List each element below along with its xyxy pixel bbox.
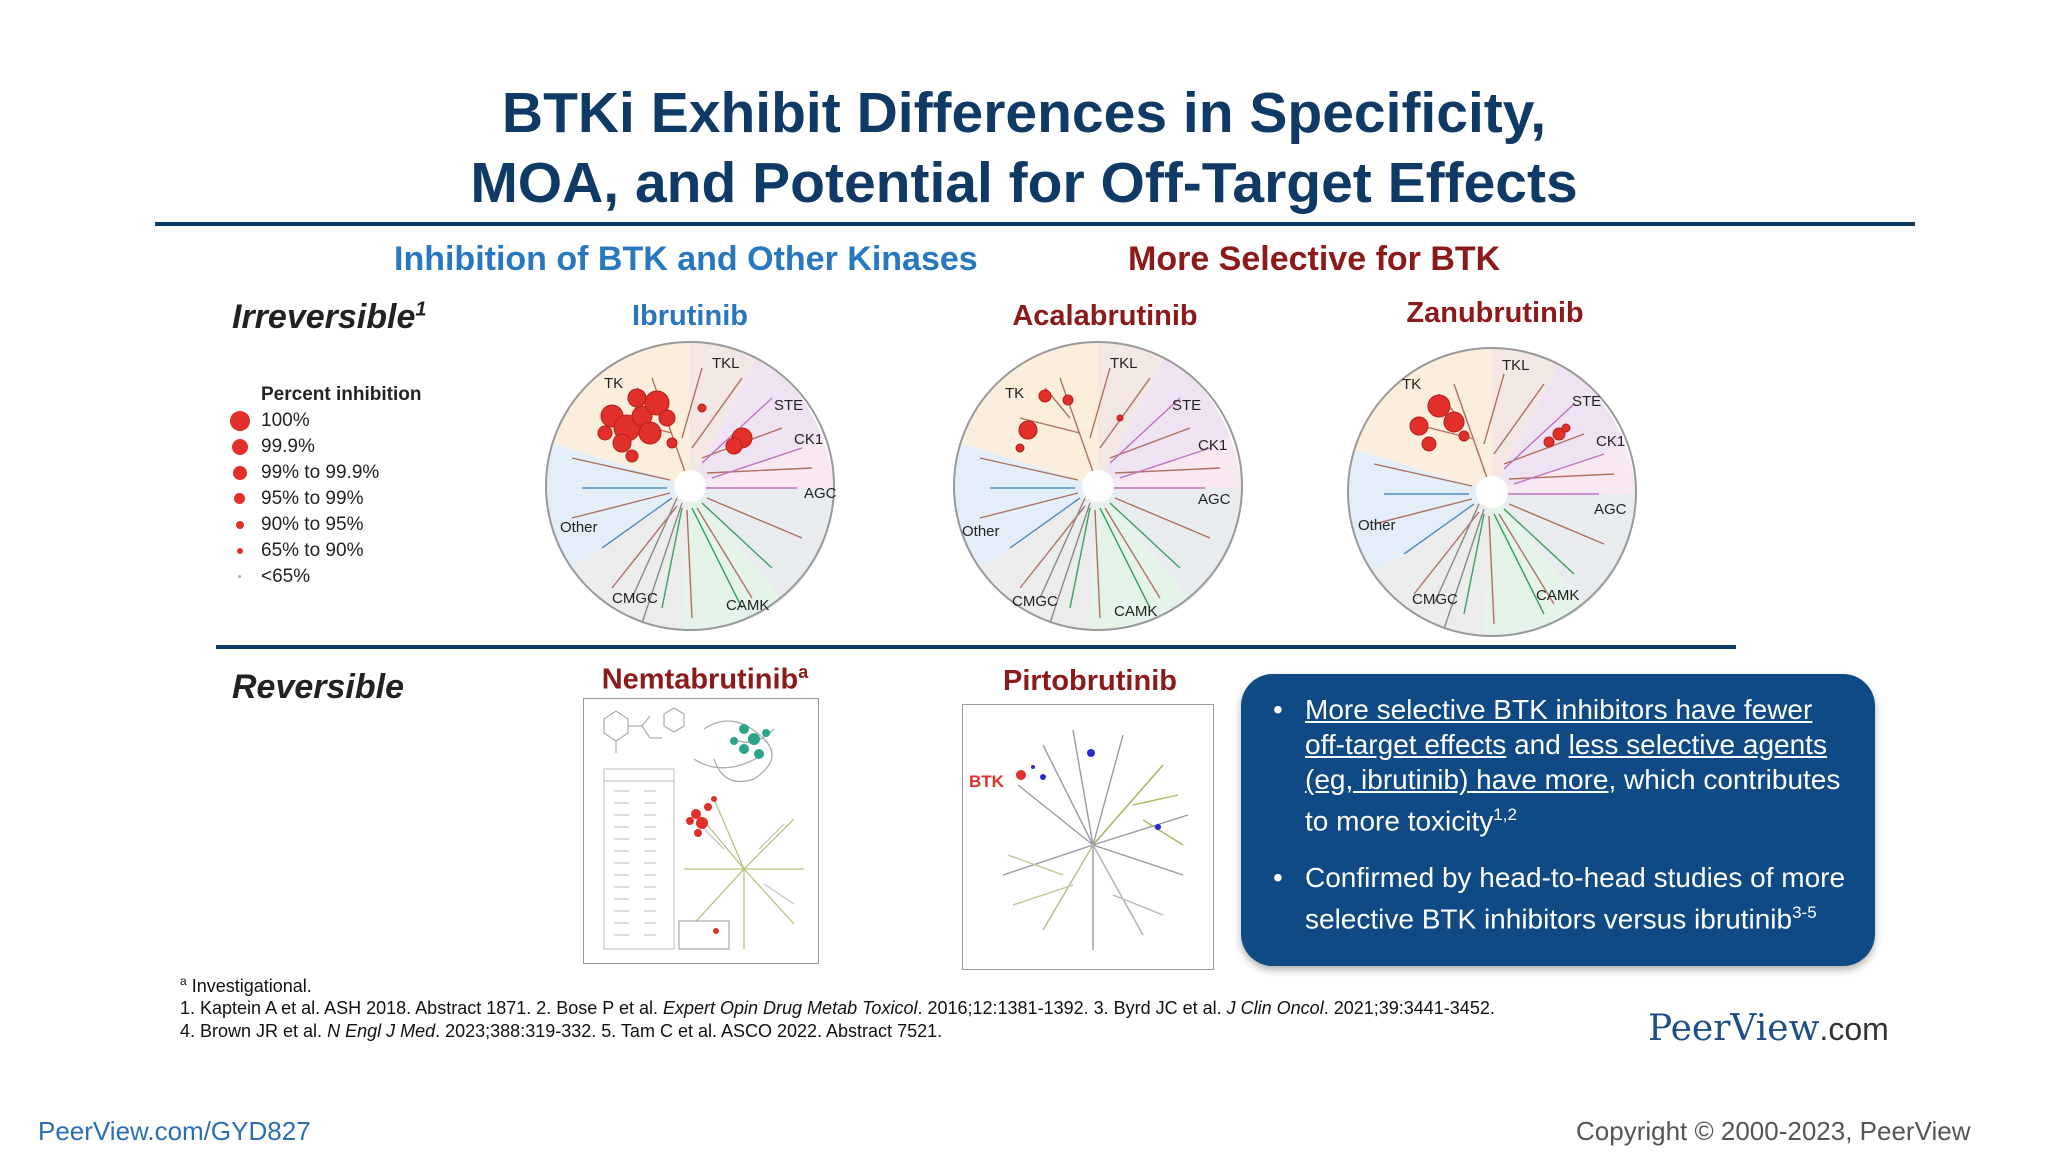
- subheading-inhibition: Inhibition of BTK and Other Kinases: [394, 240, 978, 278]
- row-label-irreversible-text: Irreversible: [232, 298, 416, 336]
- key-point-1-sup: 1,2: [1493, 805, 1517, 824]
- svg-text:CAMK: CAMK: [1536, 587, 1579, 604]
- svg-text:STE: STE: [774, 397, 803, 414]
- footnote-a-marker: a: [180, 974, 187, 988]
- kinome-label-tk: TK: [604, 375, 623, 392]
- drug-title-ibrutinib: Ibrutinib: [632, 300, 748, 332]
- svg-text:Other: Other: [560, 519, 598, 536]
- key-points-callout: More selective BTK inhibitors have fewer…: [1241, 674, 1875, 966]
- row-divider: [216, 645, 1736, 649]
- slide-title-line1: BTKi Exhibit Differences in Specificity,: [501, 81, 1547, 145]
- svg-text:AGC: AGC: [804, 485, 837, 502]
- kinome-tree-zanubrutinib: TK TKL STE CK1 AGC Other CMGC CAMK: [1347, 347, 1637, 637]
- footer-copyright: Copyright © 2000-2023, PeerView: [1576, 1116, 1971, 1146]
- svg-text:STE: STE: [1172, 397, 1201, 414]
- svg-text:CAMK: CAMK: [726, 597, 769, 614]
- nemtabrutinib-figure: [583, 698, 819, 964]
- slide-title: BTKi Exhibit Differences in Specificity,…: [0, 78, 2048, 218]
- key-point-1-underline-b: less selective agents (eg, ibrutinib) ha…: [1305, 729, 1827, 795]
- svg-text:TKL: TKL: [1110, 355, 1138, 372]
- svg-text:STE: STE: [1572, 393, 1601, 410]
- footnote-references-line1: 1. Kaptein A et al. ASH 2018. Abstract 1…: [180, 998, 1495, 1018]
- key-point-2-sup: 3-5: [1792, 903, 1817, 923]
- kinome-tree-acalabrutinib: TK TKL STE CK1 AGC Other CMGC CAMK: [953, 341, 1243, 631]
- svg-text:TKL: TKL: [1502, 357, 1530, 374]
- drug-title-acalabrutinib: Acalabrutinib: [1012, 300, 1198, 332]
- footnote-references-line2: 4. Brown JR et al. N Engl J Med. 2023;38…: [180, 1021, 943, 1041]
- key-point-1-underline-a: More selective BTK inhibitors have fewer…: [1305, 694, 1813, 760]
- slide-title-line2: MOA, and Potential for Off-Target Effect…: [470, 151, 1578, 215]
- footnote-a-text: Investigational.: [186, 976, 312, 996]
- svg-text:AGC: AGC: [1198, 491, 1231, 508]
- svg-text:TK: TK: [1005, 385, 1024, 402]
- peerview-logo: PeerView.com: [1648, 1008, 1889, 1049]
- svg-text:CMGC: CMGC: [1412, 591, 1458, 608]
- footnote-investigational: a Investigational.: [180, 974, 312, 997]
- legend-title: Percent inhibition: [261, 384, 422, 405]
- svg-text:CK1: CK1: [1596, 433, 1625, 450]
- key-point-2-text: Confirmed by head-to-head studies of mor…: [1305, 862, 1846, 935]
- key-point-2: Confirmed by head-to-head studies of mor…: [1273, 860, 1847, 936]
- row-label-irreversible: Irreversible1: [232, 298, 426, 337]
- svg-text:CAMK: CAMK: [1114, 603, 1157, 620]
- footer-url-link[interactable]: PeerView.com/GYD827: [38, 1116, 311, 1146]
- title-divider: [155, 222, 1915, 226]
- svg-text:TKL: TKL: [712, 355, 740, 372]
- subheading-selective: More Selective for BTK: [1128, 240, 1501, 278]
- svg-text:AGC: AGC: [1594, 501, 1627, 518]
- key-point-1-text-a: and: [1506, 729, 1569, 760]
- btk-label: BTK: [969, 772, 1005, 791]
- drug-title-nemtabrutinib: Nemtabrutiniba: [585, 662, 825, 697]
- svg-text:CK1: CK1: [794, 431, 823, 448]
- svg-text:CK1: CK1: [1198, 437, 1227, 454]
- svg-text:CMGC: CMGC: [612, 590, 658, 607]
- drug-title-zanubrutinib: Zanubrutinib: [1406, 297, 1584, 329]
- pirtobrutinib-figure-art: BTK: [969, 729, 1189, 950]
- svg-text:Other: Other: [962, 523, 1000, 540]
- svg-text:Other: Other: [1358, 517, 1396, 534]
- peerview-logo-suffix: .com: [1819, 1011, 1889, 1047]
- drug-title-pirtobrutinib: Pirtobrutinib: [1003, 665, 1177, 697]
- row-label-reversible: Reversible: [232, 668, 404, 706]
- key-point-1: More selective BTK inhibitors have fewer…: [1273, 692, 1847, 838]
- svg-text:CMGC: CMGC: [1012, 593, 1058, 610]
- key-point-1-text-b: , which contributes to more toxicity: [1305, 764, 1841, 837]
- drug-title-nemtabrutinib-text: Nemtabrutinib: [601, 663, 799, 696]
- kinome-tree-ibrutinib: TK TKL STE CK1 AGC Other CMGC CAMK: [545, 341, 837, 631]
- svg-text:TK: TK: [1402, 376, 1421, 393]
- drug-title-nemtabrutinib-sup: a: [798, 662, 809, 682]
- pirtobrutinib-figure: BTK: [962, 704, 1214, 970]
- nemtabrutinib-figure-art: [603, 707, 804, 950]
- key-points-list: More selective BTK inhibitors have fewer…: [1241, 674, 1875, 937]
- row-label-irreversible-sup: 1: [415, 298, 427, 321]
- peerview-logo-name: PeerView: [1648, 1008, 1820, 1049]
